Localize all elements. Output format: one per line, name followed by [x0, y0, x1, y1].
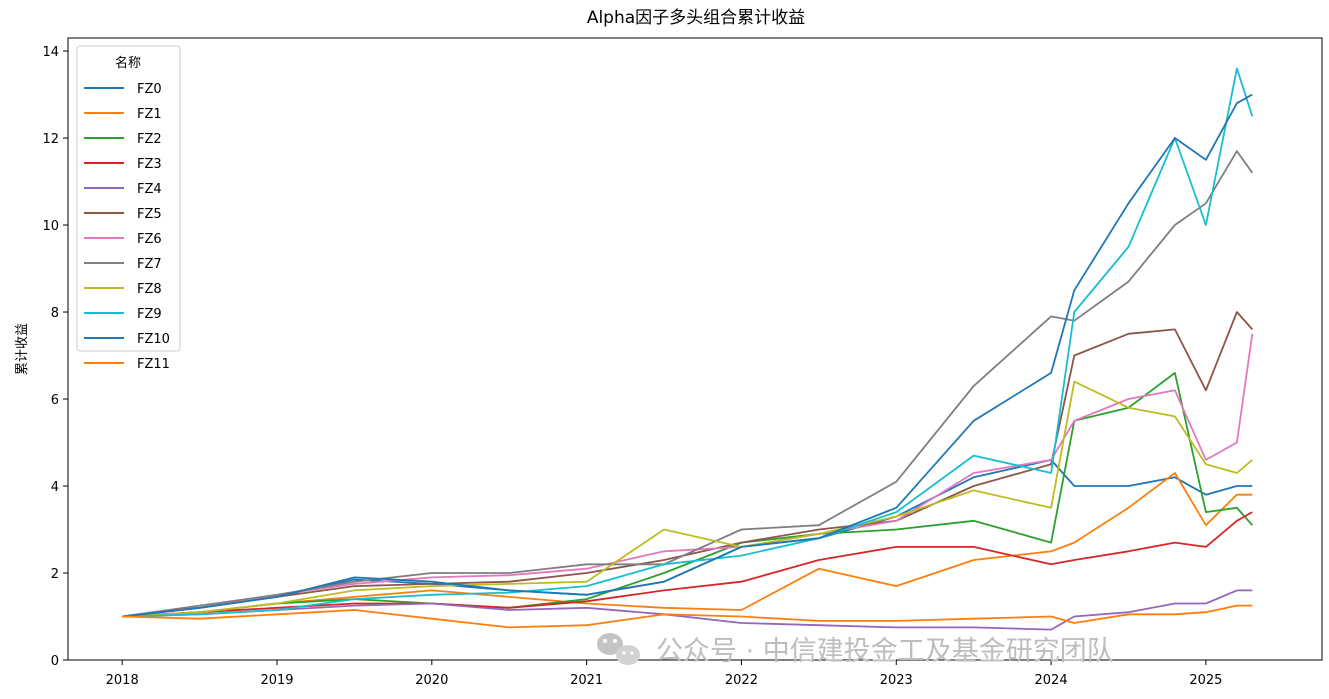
- series-line-fz2: [122, 372, 1253, 618]
- legend-label-fz1: FZ1: [137, 107, 162, 122]
- x-tick-label: 2019: [260, 673, 293, 688]
- y-tick-label: 2: [51, 567, 59, 582]
- plot-area-frame: [67, 37, 1323, 661]
- y-axis-label: 累计收益: [15, 323, 30, 375]
- x-tick-label: 2021: [570, 673, 603, 688]
- watermark-text: 公众号 · 中信建投金工及基金研究团队: [656, 636, 1114, 667]
- series-line-fz3: [122, 511, 1253, 618]
- y-tick-label: 6: [51, 393, 59, 408]
- y-tick-label: 14: [42, 45, 59, 60]
- x-tick-label: 2022: [725, 673, 758, 688]
- watermark: 公众号 · 中信建投金工及基金研究团队: [597, 633, 1114, 667]
- legend-label-fz10: FZ10: [137, 332, 170, 347]
- series-line-fz10: [122, 93, 1253, 618]
- legend-title: 名称: [115, 55, 141, 71]
- series-line-fz1: [122, 472, 1253, 618]
- legend-label-fz3: FZ3: [137, 157, 162, 172]
- legend-label-fz0: FZ0: [137, 82, 162, 97]
- legend-label-fz11: FZ11: [137, 357, 170, 372]
- y-tick-label: 8: [51, 306, 59, 321]
- y-tick-label: 10: [42, 219, 59, 234]
- y-tick-label: 4: [51, 480, 59, 495]
- x-axis: 2018 2019 2020 2021 2022 2023 2024 2025: [106, 660, 1222, 688]
- series-line-fz6: [122, 333, 1254, 618]
- legend-label-fz4: FZ4: [137, 182, 162, 197]
- legend: 名称 FZ0 FZ1 FZ2 FZ3 FZ4 FZ5 FZ6 FZ7 FZ8 FZ9 FZ10 FZ1…: [76, 45, 181, 372]
- series-lines: [122, 67, 1254, 631]
- legend-label-fz8: FZ8: [137, 282, 162, 297]
- legend-box: [76, 45, 181, 352]
- series-line-fz4: [122, 589, 1253, 631]
- legend-label-fz7: FZ7: [137, 257, 162, 272]
- legend-label-fz9: FZ9: [137, 307, 162, 322]
- series-line-fz5: [122, 311, 1253, 618]
- x-tick-label: 2025: [1189, 673, 1222, 688]
- y-tick-label: 12: [42, 132, 59, 147]
- y-tick-label: 0: [51, 654, 59, 669]
- x-tick-label: 2023: [880, 673, 913, 688]
- legend-label-fz2: FZ2: [137, 132, 162, 147]
- x-tick-label: 2018: [106, 673, 139, 688]
- series-line-fz11: [122, 604, 1253, 629]
- series-line-fz8: [122, 380, 1253, 618]
- wechat-icon: [597, 633, 640, 665]
- y-axis: 0 2 4 6 8 10 12 14: [42, 45, 68, 669]
- x-tick-label: 2024: [1035, 673, 1068, 688]
- x-tick-label: 2020: [415, 673, 448, 688]
- series-line-fz7: [122, 150, 1254, 618]
- legend-label-fz6: FZ6: [137, 232, 162, 247]
- legend-label-fz5: FZ5: [137, 207, 162, 222]
- chart-title: Alpha因子多头组合累计收益: [587, 8, 805, 28]
